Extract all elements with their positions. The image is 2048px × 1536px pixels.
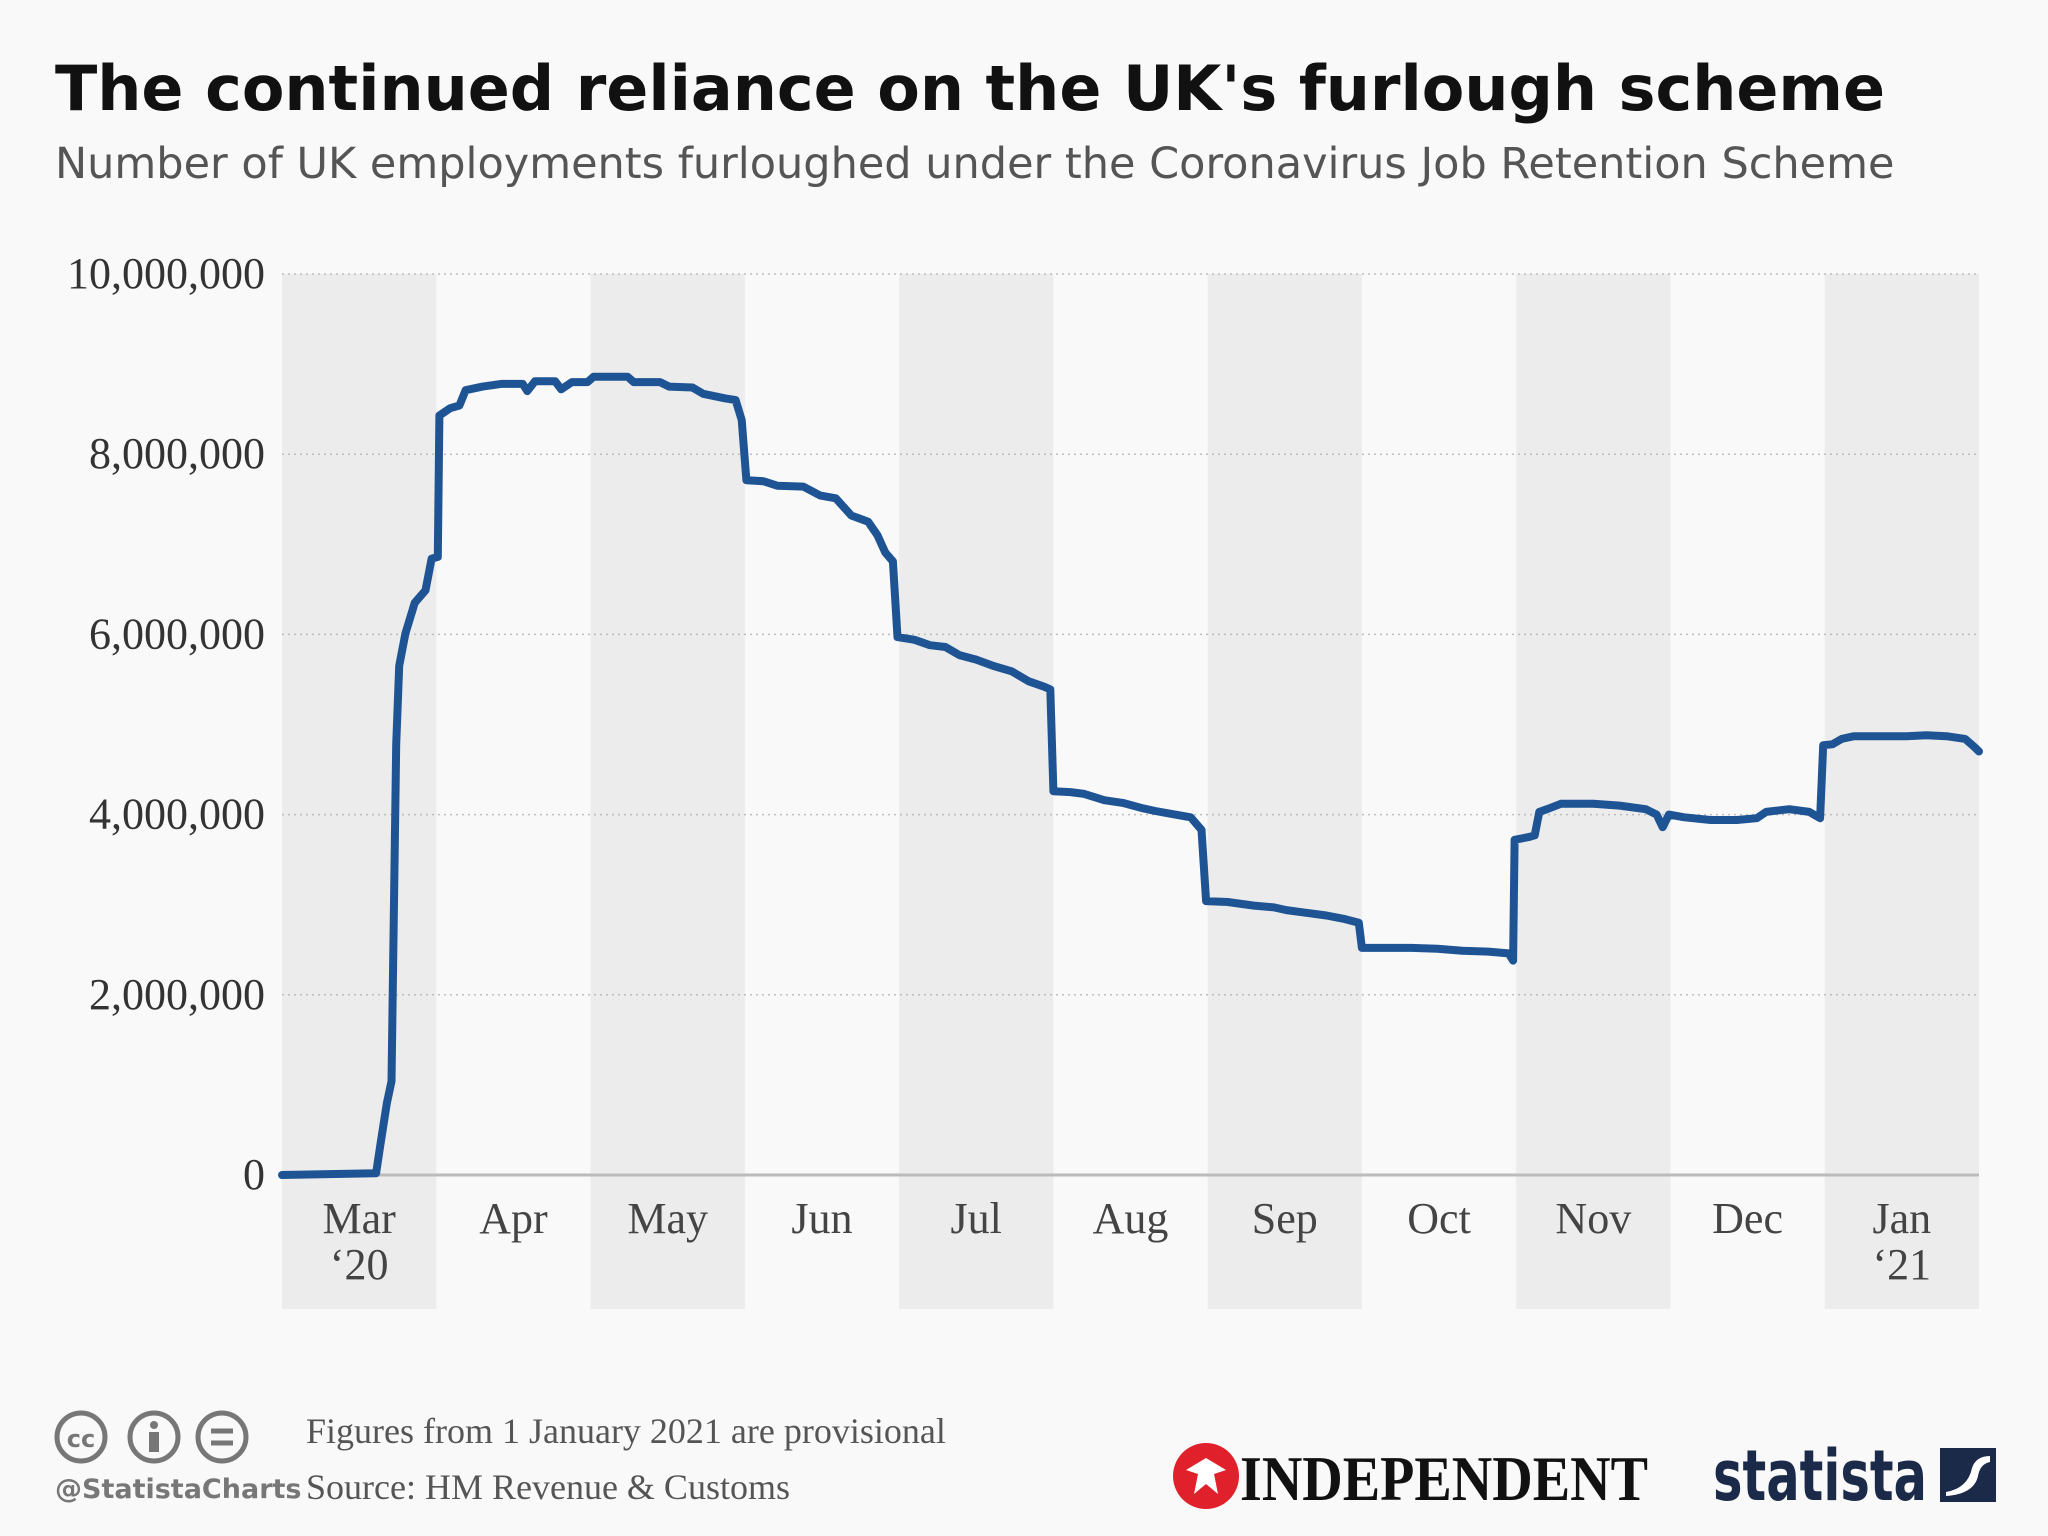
x-tick-label-line: ‘20 [330,1240,389,1289]
x-tick-label: Jul [951,1194,1002,1243]
y-tick-label: 6,000,000 [89,609,265,658]
y-tick-label: 2,000,000 [89,970,265,1019]
chart-title: The continued reliance on the UK's furlo… [55,52,1885,125]
source: Source: HM Revenue & Customs [306,1467,790,1507]
y-tick-label: 8,000,000 [89,429,265,478]
month-band [1516,274,1671,1309]
y-tick-label: 4,000,000 [89,790,265,839]
license-icons: cc [54,1410,249,1464]
partner-logo-text: INDEPENDENT [1240,1443,1648,1514]
brand-logo-text: statista [1713,1435,1927,1517]
svg-text:cc: cc [67,1425,95,1453]
x-tick-label: Apr [479,1194,548,1243]
x-tick-label-line: Jan [1873,1194,1932,1243]
month-band [899,274,1054,1309]
y-tick-label: 10,000,000 [67,249,265,298]
x-tick-label: Oct [1407,1194,1471,1243]
data-line [278,372,1983,1179]
x-tick-label: Sep [1252,1194,1318,1243]
x-tick-label: Dec [1712,1194,1783,1243]
x-tick-label-line: Mar [322,1194,396,1243]
handle: @StatistaCharts [55,1474,301,1505]
x-tick-label: Nov [1555,1194,1631,1243]
month-band [590,274,745,1309]
chart-subtitle: Number of UK employments furloughed unde… [55,139,1894,189]
x-tick-label: Aug [1093,1194,1169,1243]
y-tick-label: 0 [243,1150,265,1199]
month-bands [282,274,1979,1309]
x-tick-label: Jan ‘21 [1873,1194,1932,1289]
x-tick-label: Jun [791,1194,852,1243]
month-band [1824,274,1979,1309]
independent-logo: INDEPENDENT [1173,1443,1648,1514]
footnote: Figures from 1 January 2021 are provisio… [306,1411,946,1451]
x-tick-label: May [627,1194,708,1243]
month-band [1207,274,1362,1309]
month-band [282,274,437,1309]
statista-logo: statista [1713,1435,1996,1517]
x-tick-label-line: ‘21 [1873,1240,1932,1289]
x-tick-label: Mar ‘20 [322,1194,396,1289]
